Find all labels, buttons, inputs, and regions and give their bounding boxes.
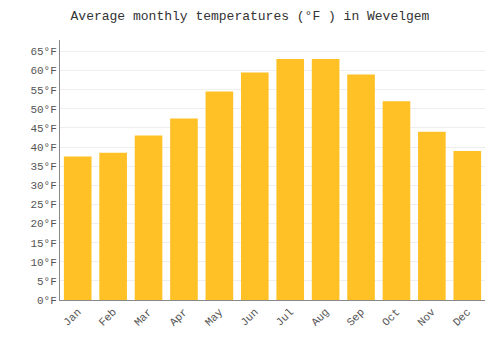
svg-text:50°F: 50°F [30, 104, 56, 116]
svg-text:Apr: Apr [167, 306, 189, 328]
svg-text:Jan: Jan [61, 306, 83, 328]
svg-text:25°F: 25°F [30, 199, 56, 211]
svg-text:Average monthly temperatures (: Average monthly temperatures (°F ) in We… [71, 9, 430, 24]
svg-text:10°F: 10°F [30, 257, 56, 269]
svg-text:Feb: Feb [97, 306, 119, 328]
svg-text:15°F: 15°F [30, 238, 56, 250]
svg-text:45°F: 45°F [30, 123, 56, 135]
svg-text:Sep: Sep [345, 306, 367, 328]
svg-text:Mar: Mar [132, 306, 154, 328]
svg-text:65°F: 65°F [30, 46, 56, 58]
svg-text:Jul: Jul [274, 306, 296, 328]
svg-text:55°F: 55°F [30, 85, 56, 97]
svg-text:Oct: Oct [380, 306, 402, 328]
svg-text:Nov: Nov [415, 306, 438, 329]
svg-text:40°F: 40°F [30, 142, 56, 154]
svg-text:Aug: Aug [309, 306, 331, 328]
svg-text:30°F: 30°F [30, 180, 56, 192]
svg-text:May: May [203, 306, 226, 329]
svg-text:35°F: 35°F [30, 161, 56, 173]
svg-text:5°F: 5°F [37, 276, 57, 288]
svg-text:60°F: 60°F [30, 65, 56, 77]
svg-text:Jun: Jun [238, 306, 260, 328]
svg-text:Dec: Dec [451, 306, 473, 328]
svg-text:20°F: 20°F [30, 218, 56, 230]
svg-text:0°F: 0°F [37, 295, 57, 307]
